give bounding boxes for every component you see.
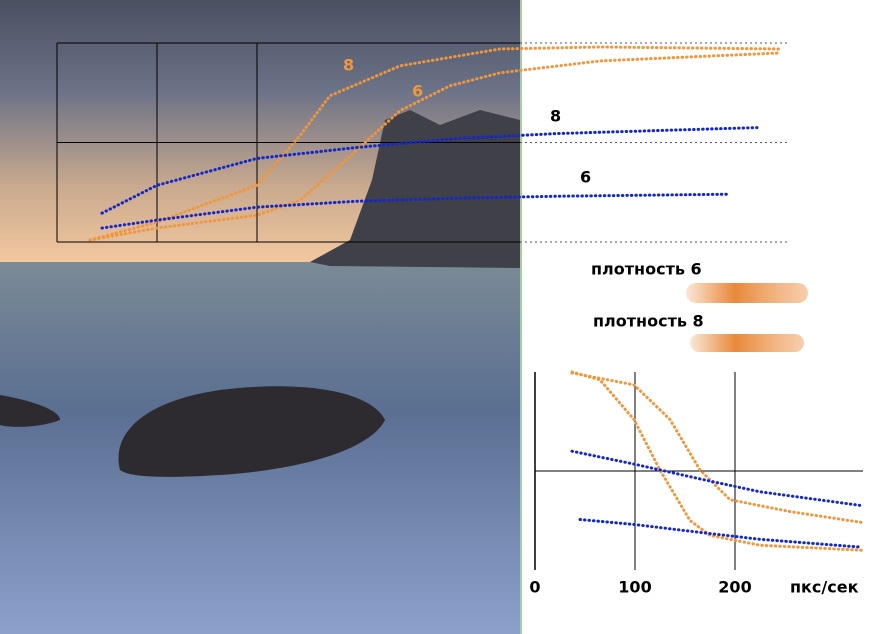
x-tick-label: 0 <box>529 578 540 597</box>
series-label: 6 <box>412 82 423 101</box>
x-axis-label: пкс/сек <box>790 578 859 597</box>
series-line <box>100 192 729 230</box>
painting <box>0 0 522 634</box>
series-label: 8 <box>550 107 561 126</box>
series-line <box>578 518 864 549</box>
rock <box>118 386 386 477</box>
swatch-6 <box>686 283 808 303</box>
swatch-8 <box>690 334 804 352</box>
series-line <box>88 45 782 242</box>
series-line <box>570 370 864 552</box>
cliff <box>310 110 520 268</box>
legend-label: плотность 8 <box>593 312 704 331</box>
legend-label: плотность 6 <box>591 260 702 279</box>
series-line <box>570 449 864 508</box>
x-tick-label: 200 <box>718 578 751 597</box>
x-tick-label: 100 <box>618 578 651 597</box>
series-line <box>570 371 864 524</box>
rock-small <box>0 395 60 427</box>
series-line <box>88 51 782 242</box>
series-label: 8 <box>343 56 354 75</box>
series-line <box>100 126 759 215</box>
series-label: 6 <box>580 168 591 187</box>
